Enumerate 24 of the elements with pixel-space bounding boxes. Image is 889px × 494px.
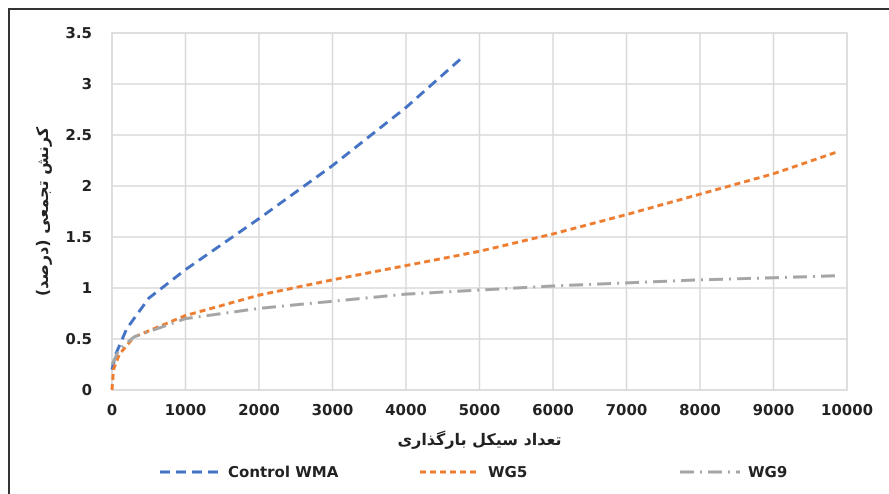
- x-tick-label: 5000: [458, 401, 500, 419]
- x-tick-label: 4000: [385, 401, 427, 419]
- y-tick-label: 1.5: [65, 228, 92, 246]
- x-tick-label: 0: [106, 401, 118, 419]
- x-tick-label: 10000: [820, 401, 874, 419]
- y-tick-label: 1: [82, 279, 92, 297]
- legend-label: Control WMA: [228, 463, 339, 481]
- x-tick-label: 1000: [164, 401, 206, 419]
- x-tick-label: 2000: [238, 401, 280, 419]
- y-axis-title: کرنش تجمعی (درصد): [33, 126, 52, 296]
- y-tick-label: 2.5: [65, 126, 92, 144]
- y-tick-label: 0: [82, 381, 92, 399]
- x-tick-label: 6000: [532, 401, 574, 419]
- y-tick-label: 3.5: [65, 24, 92, 42]
- y-tick-label: 3: [82, 75, 92, 93]
- x-axis-title: تعداد سیکل بارگذاری: [397, 430, 562, 449]
- legend-label: WG9: [748, 463, 788, 481]
- x-tick-label: 3000: [312, 401, 354, 419]
- y-tick-label: 2: [82, 177, 92, 195]
- x-tick-label: 7000: [606, 401, 648, 419]
- x-tick-label: 8000: [679, 401, 721, 419]
- y-tick-label: 0.5: [65, 330, 92, 348]
- legend-label: WG5: [488, 463, 528, 481]
- x-tick-label: 9000: [752, 401, 794, 419]
